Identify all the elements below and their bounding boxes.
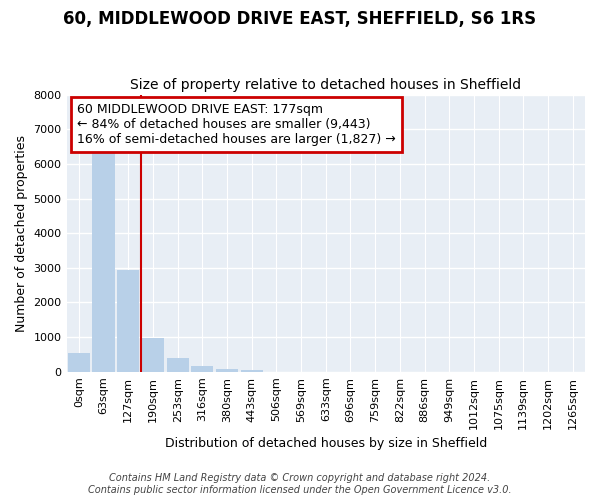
Bar [92,150,115,372]
Text: 60 MIDDLEWOOD DRIVE EAST: 177sqm
← 84% of detached houses are smaller (9,443)
16: 60 MIDDLEWOOD DRIVE EAST: 177sqm ← 84% o… [77,103,395,146]
X-axis label: Distribution of detached houses by size in Sheffield: Distribution of detached houses by size … [164,437,487,450]
Text: Contains HM Land Registry data © Crown copyright and database right 2024.
Contai: Contains HM Land Registry data © Crown c… [88,474,512,495]
Bar [216,370,238,372]
Bar [117,270,139,372]
Bar [167,358,189,372]
Bar [68,352,90,372]
Bar [191,366,214,372]
Bar [142,338,164,372]
Text: 60, MIDDLEWOOD DRIVE EAST, SHEFFIELD, S6 1RS: 60, MIDDLEWOOD DRIVE EAST, SHEFFIELD, S6… [64,10,536,28]
Y-axis label: Number of detached properties: Number of detached properties [15,134,28,332]
Title: Size of property relative to detached houses in Sheffield: Size of property relative to detached ho… [130,78,521,92]
Bar [241,370,263,372]
